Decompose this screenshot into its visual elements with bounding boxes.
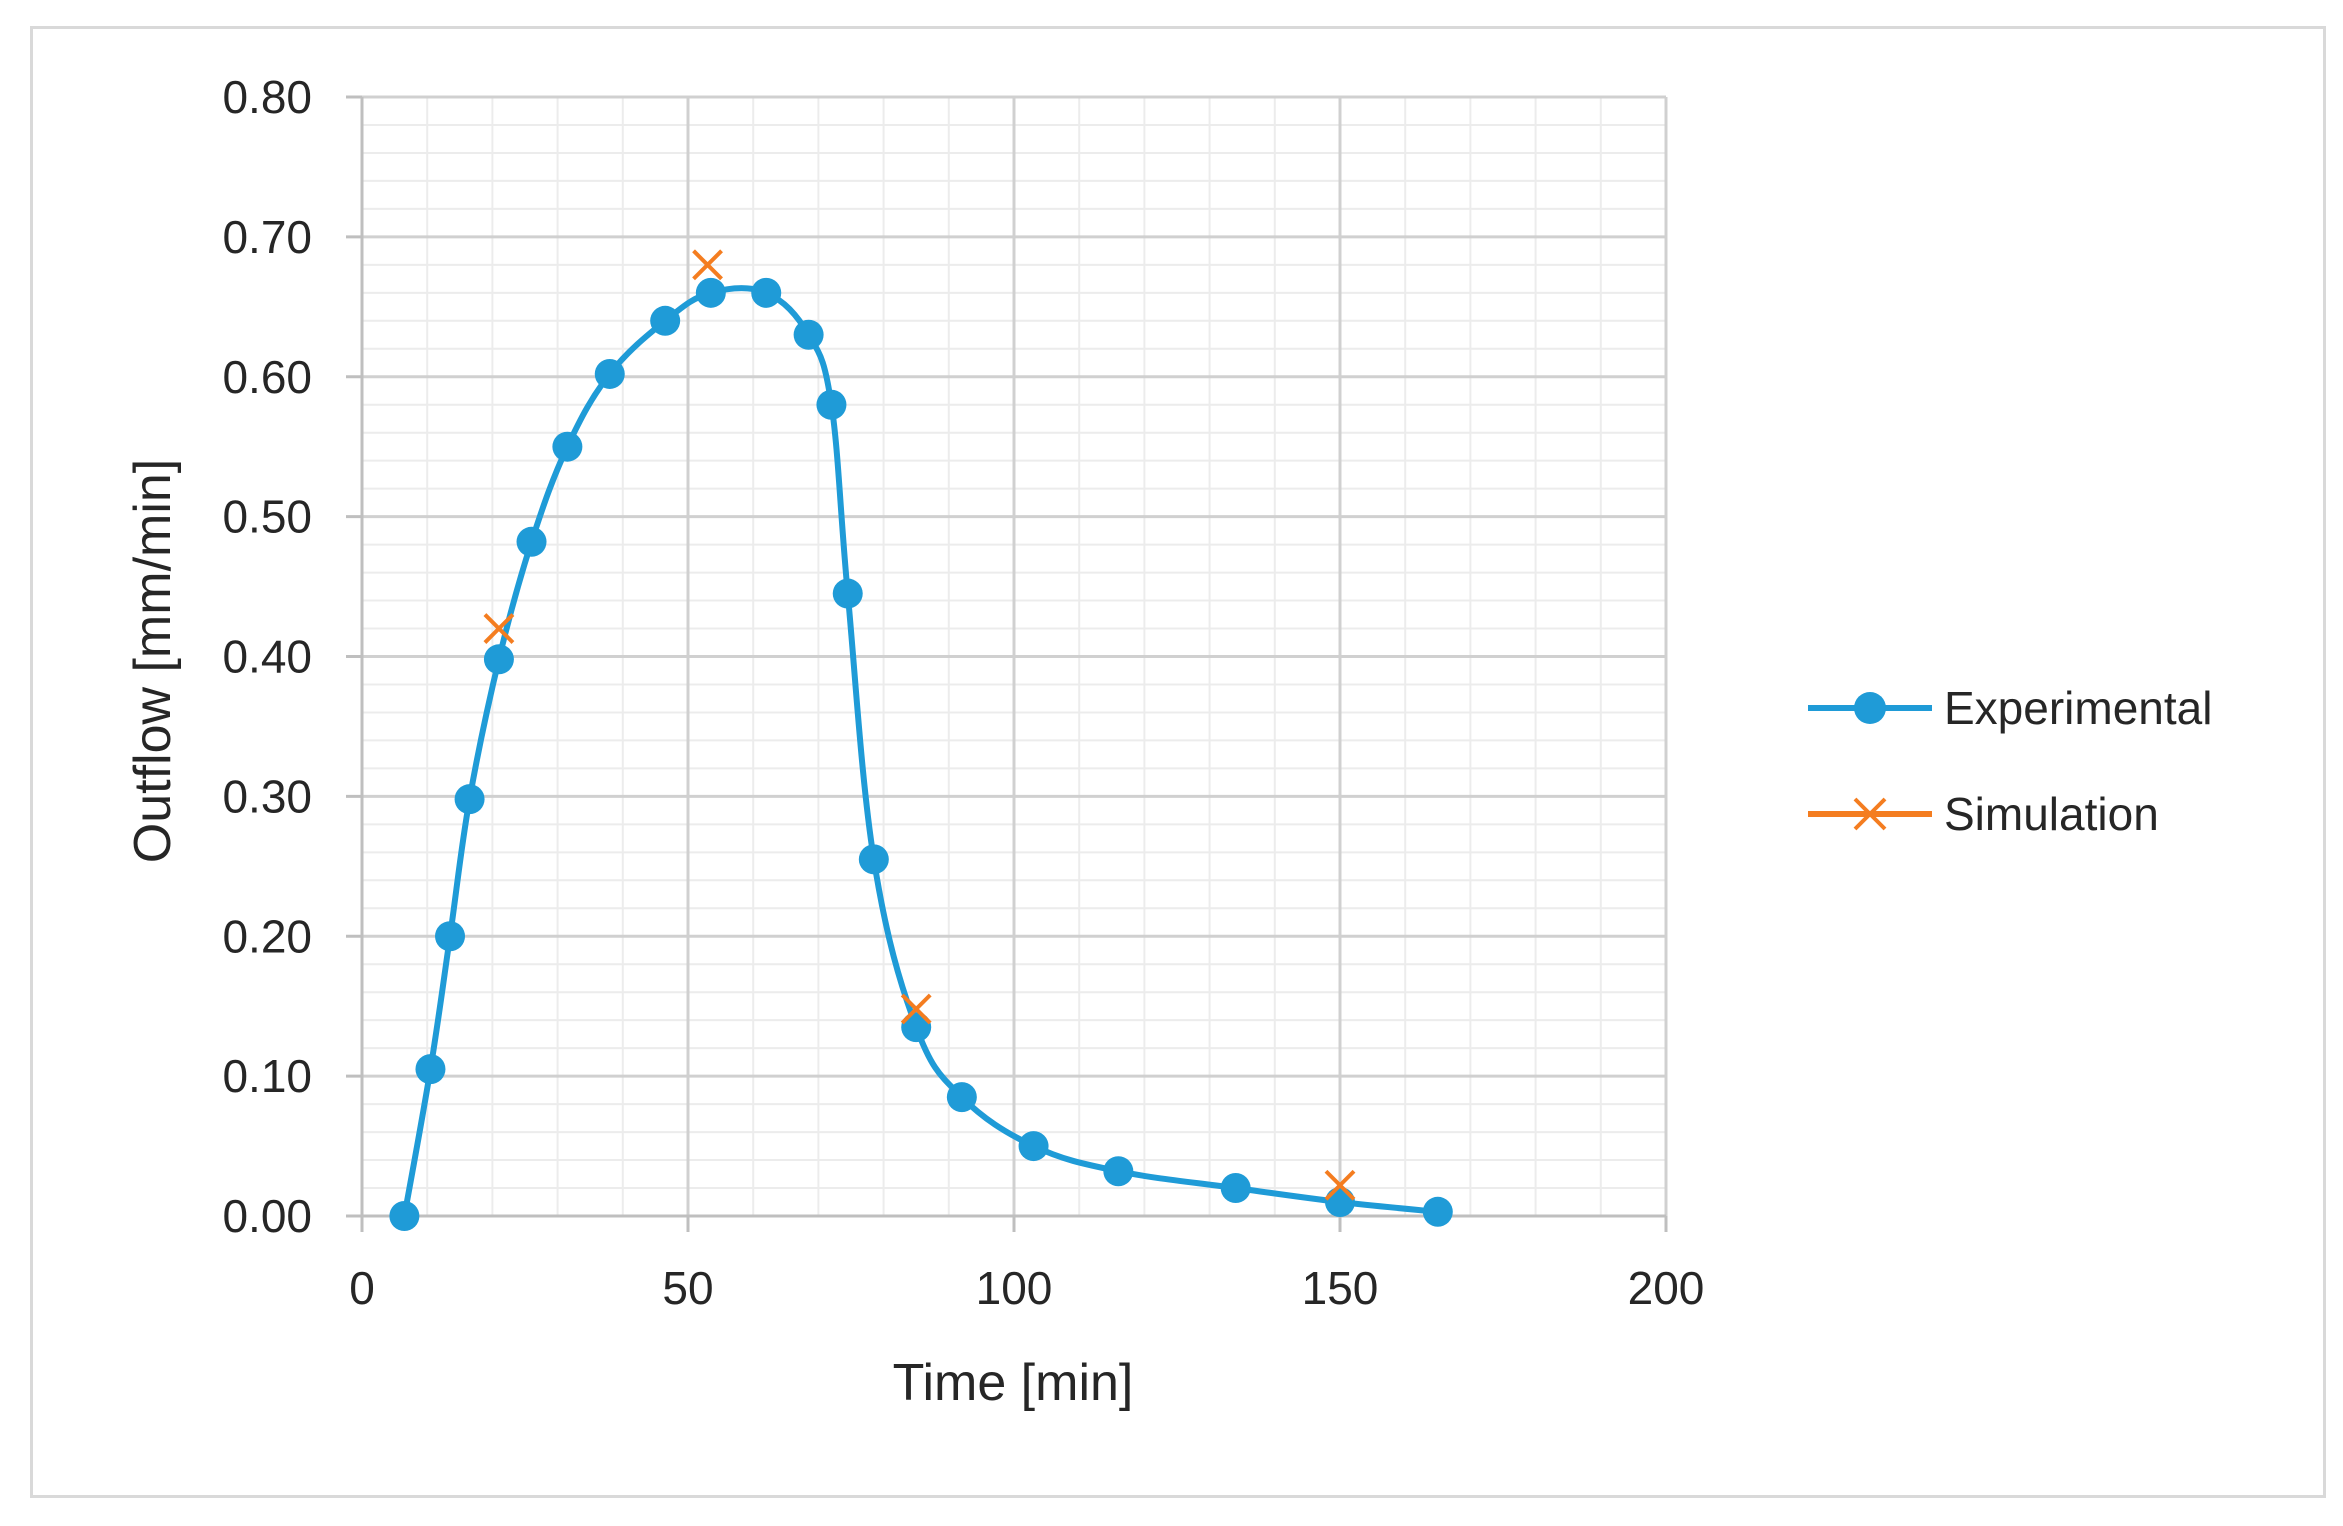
simulation-point xyxy=(1324,1169,1356,1201)
experimental-point xyxy=(389,1201,420,1231)
experimental-point xyxy=(901,1012,932,1043)
simulation-point xyxy=(692,249,723,281)
experimental-point xyxy=(435,921,466,952)
x-tick-label: 0 xyxy=(349,1262,375,1314)
experimental-point xyxy=(1422,1196,1453,1227)
y-tick-label: 0.30 xyxy=(222,770,312,822)
experimental-point xyxy=(832,578,863,609)
experimental-point xyxy=(858,844,889,875)
experimental-point xyxy=(751,277,782,308)
y-tick-label: 0.70 xyxy=(222,211,312,263)
legend: Experimental Simulation xyxy=(1808,682,2212,840)
series-layer xyxy=(389,249,1453,1231)
legend-label-experimental: Experimental xyxy=(1944,682,2212,734)
experimental-point xyxy=(516,526,547,557)
y-tick-label: 0.80 xyxy=(222,71,312,123)
simulation-point xyxy=(900,993,932,1025)
experimental-point xyxy=(483,644,514,675)
legend-marker-simulation xyxy=(1853,797,1887,831)
experimental-point xyxy=(1220,1173,1251,1204)
experimental-point xyxy=(415,1054,446,1085)
series-experimental xyxy=(389,277,1453,1231)
experimental-point xyxy=(793,319,824,350)
simulation-point xyxy=(483,613,515,644)
experimental-point xyxy=(695,277,726,308)
y-tick-label: 0.60 xyxy=(222,351,312,403)
x-tick-label: 200 xyxy=(1628,1262,1705,1314)
x-tick-label: 50 xyxy=(662,1262,713,1314)
series-simulation xyxy=(483,249,1356,1201)
legend-item-experimental: Experimental xyxy=(1808,682,2212,734)
chart-frame xyxy=(30,26,2326,1498)
axes xyxy=(346,95,1668,1232)
x-marker-stroke xyxy=(900,993,932,1025)
legend-label-simulation: Simulation xyxy=(1944,788,2159,840)
experimental-point xyxy=(650,305,681,336)
y-tick-label: 0.00 xyxy=(222,1190,312,1242)
x-marker-stroke xyxy=(483,613,515,644)
experimental-point xyxy=(816,389,847,420)
x-tick-label: 100 xyxy=(976,1262,1053,1314)
experimental-point xyxy=(946,1082,977,1113)
x-marker-stroke xyxy=(1853,797,1887,831)
experimental-point xyxy=(594,358,625,389)
experimental-point xyxy=(1103,1156,1134,1187)
y-tick-label: 0.20 xyxy=(222,910,312,962)
legend-item-simulation: Simulation xyxy=(1808,788,2159,840)
experimental-point xyxy=(454,784,485,815)
x-tick-labels: 0 50 100 150 200 xyxy=(349,1262,1704,1314)
y-tick-label: 0.10 xyxy=(222,1050,312,1102)
major-gridlines xyxy=(360,95,1668,1218)
y-tick-label: 0.50 xyxy=(222,491,312,543)
experimental-point xyxy=(1018,1131,1049,1162)
experimental-point xyxy=(552,431,583,462)
y-tick-label: 0.40 xyxy=(222,631,312,683)
x-marker-stroke xyxy=(1324,1169,1356,1201)
experimental-point xyxy=(1325,1187,1355,1218)
y-tick-labels: 0.00 0.10 0.20 0.30 0.40 0.50 0.60 0.70 0.80 xyxy=(222,71,312,1242)
y-axis-title: Outflow [mm/min] xyxy=(124,459,182,864)
x-marker-stroke xyxy=(692,249,723,281)
x-axis-title: Time [min] xyxy=(893,1354,1134,1412)
x-tick-label: 150 xyxy=(1302,1262,1379,1314)
legend-marker-experimental xyxy=(1854,692,1886,724)
